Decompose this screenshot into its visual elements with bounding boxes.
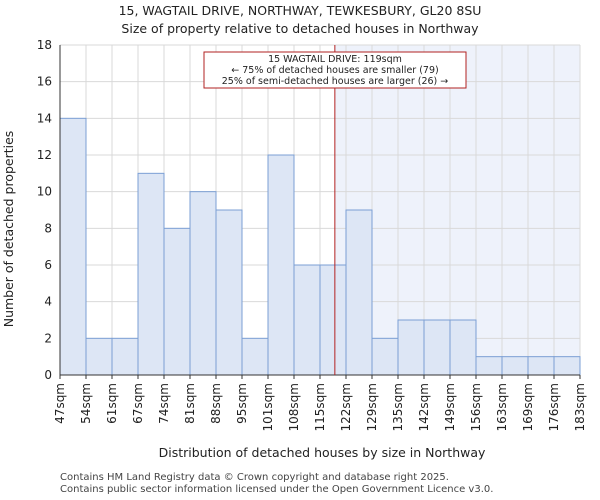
histogram-bar bbox=[475, 356, 503, 376]
histogram-bar bbox=[553, 356, 581, 376]
histogram-bar bbox=[449, 319, 477, 376]
histogram-bar bbox=[189, 191, 217, 376]
x-tick-label: 108sqm bbox=[287, 383, 301, 431]
x-tick-label: 95sqm bbox=[235, 383, 249, 424]
footer-line-1: Contains HM Land Registry data © Crown c… bbox=[60, 472, 449, 483]
x-tick-label: 163sqm bbox=[495, 383, 509, 431]
y-tick-label: 2 bbox=[44, 331, 52, 345]
y-tick-label: 4 bbox=[44, 295, 52, 309]
histogram-bar bbox=[397, 319, 425, 376]
y-tick-label: 14 bbox=[37, 111, 52, 125]
x-tick-label: 101sqm bbox=[261, 383, 275, 431]
y-tick-label: 10 bbox=[37, 185, 52, 199]
x-tick-label: 142sqm bbox=[417, 383, 431, 431]
histogram-bar bbox=[319, 264, 347, 376]
x-tick-label: 129sqm bbox=[365, 383, 379, 431]
x-tick-label: 183sqm bbox=[573, 383, 587, 431]
x-tick-label: 67sqm bbox=[131, 383, 145, 424]
chart-subtitle: Size of property relative to detached ho… bbox=[121, 21, 479, 36]
y-tick-label: 8 bbox=[44, 221, 52, 235]
histogram-bar bbox=[371, 337, 399, 376]
x-tick-label: 81sqm bbox=[183, 383, 197, 424]
footer-line-2: Contains public sector information licen… bbox=[60, 484, 494, 495]
x-tick-label: 156sqm bbox=[469, 383, 483, 431]
x-tick-label: 135sqm bbox=[391, 383, 405, 431]
x-tick-label: 61sqm bbox=[105, 383, 119, 424]
x-tick-label: 54sqm bbox=[79, 383, 93, 424]
y-tick-label: 12 bbox=[37, 148, 52, 162]
y-tick-label: 18 bbox=[37, 38, 52, 52]
y-tick-label: 6 bbox=[44, 258, 52, 272]
x-tick-label: 176sqm bbox=[547, 383, 561, 431]
histogram-bar bbox=[111, 337, 139, 376]
y-tick-label: 0 bbox=[44, 368, 52, 382]
y-tick-label: 16 bbox=[37, 75, 52, 89]
chart-title: 15, WAGTAIL DRIVE, NORTHWAY, TEWKESBURY,… bbox=[118, 3, 482, 18]
histogram-bar bbox=[423, 319, 451, 376]
histogram-bar bbox=[241, 337, 269, 376]
x-tick-label: 47sqm bbox=[53, 383, 67, 424]
annotation-line-2: ← 75% of detached houses are smaller (79… bbox=[231, 65, 438, 76]
histogram-bar bbox=[163, 227, 191, 376]
annotation-line-1: 15 WAGTAIL DRIVE: 119sqm bbox=[268, 54, 402, 65]
histogram-bar bbox=[345, 209, 373, 376]
histogram-bar bbox=[501, 356, 529, 376]
histogram-bar bbox=[267, 154, 295, 376]
x-tick-label: 88sqm bbox=[209, 383, 223, 424]
y-axis-title: Number of detached properties bbox=[1, 131, 16, 328]
annotation-box bbox=[203, 51, 467, 89]
histogram-bar bbox=[137, 172, 165, 376]
x-axis-title: Distribution of detached houses by size … bbox=[159, 445, 486, 460]
histogram-bar bbox=[293, 264, 321, 376]
x-tick-label: 122sqm bbox=[339, 383, 353, 431]
histogram-bar bbox=[215, 209, 243, 376]
x-tick-label: 169sqm bbox=[521, 383, 535, 431]
x-tick-label: 115sqm bbox=[313, 383, 327, 431]
histogram-bar bbox=[85, 337, 113, 376]
annotation-line-3: 25% of semi-detached houses are larger (… bbox=[222, 76, 449, 87]
x-tick-label: 149sqm bbox=[443, 383, 457, 431]
histogram-bar bbox=[527, 356, 555, 376]
x-tick-label: 74sqm bbox=[157, 383, 171, 424]
histogram-bar bbox=[59, 117, 87, 376]
